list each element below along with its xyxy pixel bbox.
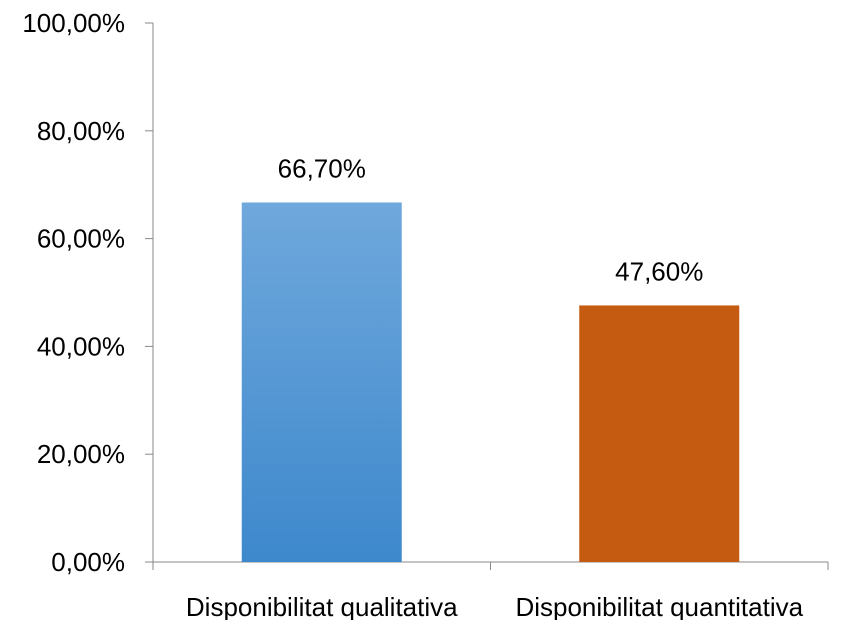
y-tick-label: 80,00% [37, 116, 125, 146]
bar-1 [241, 202, 402, 562]
y-tick-label: 0,00% [51, 547, 125, 577]
bars [241, 202, 740, 562]
y-tick-label: 100,00% [22, 8, 125, 38]
category-label-2: Disponibilitat quantitativa [515, 592, 803, 620]
y-axis: 0,00% 20,00% 40,00% 60,00% 80,00% 100,00% [22, 8, 154, 577]
y-tick-label: 20,00% [37, 439, 125, 469]
x-axis: Disponibilitat qualitativa Disponibilitat… [145, 561, 829, 620]
data-label-1: 66,70% [278, 153, 366, 183]
y-tick-label: 60,00% [37, 224, 125, 254]
data-labels: 66,70% 47,60% [278, 153, 704, 286]
data-label-2: 47,60% [615, 256, 703, 286]
category-label-1: Disponibilitat qualitativa [186, 592, 458, 620]
y-tick-label: 40,00% [37, 331, 125, 361]
bar-2 [579, 305, 740, 562]
